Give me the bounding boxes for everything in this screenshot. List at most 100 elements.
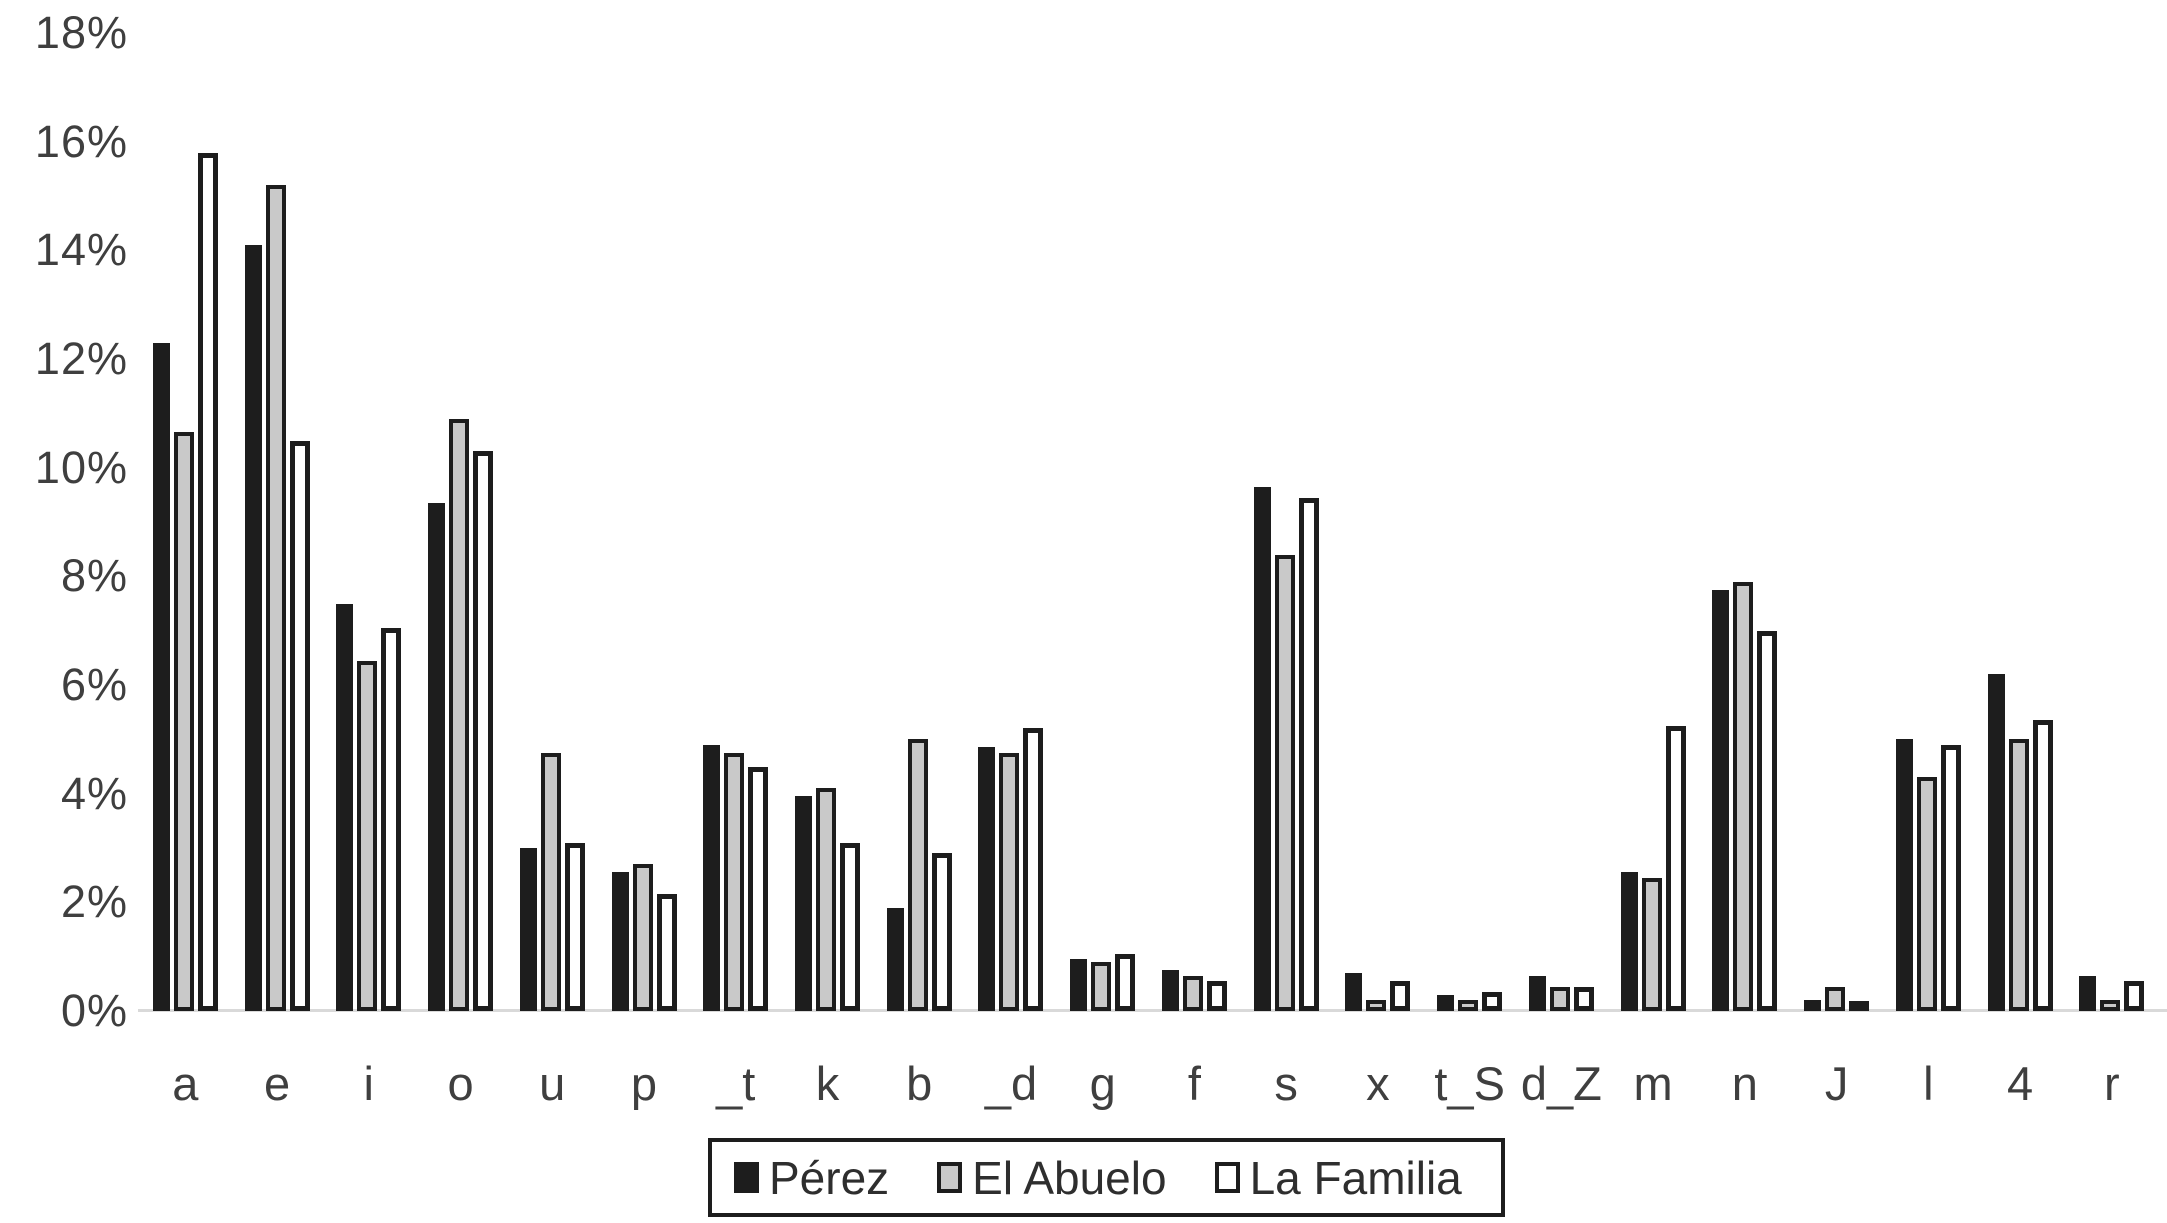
bar-e-0 — [244, 245, 262, 1011]
bar-group-_t — [703, 745, 769, 1011]
bar-r-1 — [2100, 1000, 2121, 1011]
bar-_t-2 — [748, 767, 769, 1011]
bar-o-1 — [449, 419, 470, 1011]
y-tick-label: 2% — [60, 876, 128, 928]
bar-k-1 — [815, 788, 836, 1011]
bar-g-1 — [1091, 962, 1112, 1011]
bar-s-2 — [1298, 498, 1319, 1011]
x-axis-line — [138, 1009, 2167, 1012]
bar-u-0 — [519, 848, 537, 1011]
bar-u-1 — [540, 753, 561, 1011]
x-category-label: u — [539, 1057, 566, 1110]
x-category-label: r — [2104, 1057, 2120, 1110]
bar-i-2 — [381, 628, 402, 1011]
y-tick-label: 4% — [60, 767, 128, 819]
bar-d_Z-1 — [1549, 987, 1570, 1011]
bar-i-0 — [336, 604, 354, 1011]
bar-group-b — [886, 739, 952, 1011]
bar-a-0 — [152, 343, 170, 1011]
bar-f-1 — [1182, 976, 1203, 1011]
bar-J-1 — [1825, 987, 1846, 1011]
legend-swatch-la-familia — [1214, 1162, 1240, 1193]
bar-group-e — [244, 185, 310, 1011]
legend-item-el-abuelo: El Abuelo — [937, 1151, 1167, 1205]
bar-group-4 — [1987, 674, 2053, 1011]
x-category-label: b — [906, 1057, 933, 1110]
bar-o-0 — [428, 503, 446, 1011]
bar-l-0 — [1895, 739, 1913, 1011]
legend-label-la-familia: La Familia — [1249, 1151, 1462, 1204]
bar-l-1 — [1916, 777, 1937, 1011]
x-category-label: m — [1633, 1057, 1673, 1110]
bar-group-n — [1712, 582, 1778, 1011]
x-category-label: a — [172, 1057, 199, 1110]
x-category-label: _t — [716, 1057, 756, 1110]
bar-b-2 — [931, 853, 952, 1011]
bar-group-l — [1895, 739, 1961, 1011]
bar-f-2 — [1206, 981, 1227, 1011]
bar-_t-1 — [724, 753, 745, 1011]
y-tick-label: 14% — [34, 224, 128, 276]
legend-item-perez: Pérez — [734, 1151, 889, 1205]
bar-b-0 — [886, 908, 904, 1011]
bar-k-0 — [794, 796, 812, 1011]
x-category-label: p — [630, 1057, 658, 1110]
y-tick-label: 6% — [60, 659, 128, 711]
bar-m-2 — [1665, 726, 1686, 1011]
bar-m-0 — [1620, 872, 1638, 1011]
bar-group-r — [2079, 976, 2145, 1011]
y-tick-label: 10% — [34, 441, 128, 493]
bar-group-d_Z — [1528, 976, 1594, 1011]
bar-f-0 — [1161, 970, 1179, 1011]
bar-d_Z-0 — [1528, 976, 1546, 1011]
legend-item-la-familia: La Familia — [1214, 1151, 1462, 1205]
bar-a-1 — [173, 432, 194, 1011]
bar-4-2 — [2032, 720, 2053, 1011]
y-tick-label: 16% — [34, 115, 128, 167]
x-category-label: d_Z — [1520, 1057, 1602, 1110]
x-category-label: x — [1366, 1057, 1390, 1110]
y-tick-label: 18% — [34, 7, 128, 59]
x-category-label: e — [263, 1057, 291, 1110]
bar-4-0 — [1987, 674, 2005, 1011]
bar-group-g — [1070, 954, 1136, 1011]
x-category-label: f — [1187, 1057, 1201, 1110]
x-category-label: n — [1731, 1057, 1758, 1110]
bar-group-_d — [978, 728, 1044, 1011]
x-category-label: l — [1923, 1057, 1934, 1110]
bar-i-1 — [357, 661, 378, 1011]
bar-x-1 — [1366, 1000, 1387, 1011]
bar-k-2 — [839, 843, 860, 1011]
bar-group-m — [1620, 726, 1686, 1011]
bar-J-0 — [1804, 1000, 1822, 1011]
bar-p-1 — [632, 864, 653, 1011]
legend: Pérez El Abuelo La Familia — [708, 1138, 1505, 1217]
bar-n-0 — [1712, 590, 1730, 1011]
bar-group-f — [1161, 970, 1227, 1011]
bar-n-1 — [1733, 582, 1754, 1011]
bar-group-u — [519, 753, 585, 1011]
bar-group-o — [428, 419, 494, 1011]
x-category-label: g — [1089, 1057, 1116, 1110]
legend-label-el-abuelo: El Abuelo — [972, 1151, 1167, 1204]
bar-a-2 — [197, 153, 218, 1011]
bar-p-2 — [656, 894, 677, 1011]
bar-group-J — [1804, 987, 1870, 1011]
bar-t_S-0 — [1437, 995, 1455, 1011]
bar-d_Z-2 — [1573, 987, 1594, 1011]
x-category-label: _d — [984, 1057, 1038, 1110]
bar-group-t_S — [1437, 992, 1503, 1011]
bar-x-2 — [1390, 981, 1411, 1011]
bar-l-2 — [1940, 745, 1961, 1011]
bar-b-1 — [907, 739, 928, 1011]
legend-swatch-perez — [734, 1162, 759, 1193]
x-category-label: i — [363, 1057, 374, 1110]
bar-e-1 — [265, 185, 286, 1011]
bar-group-k — [794, 788, 860, 1011]
x-category-label: J — [1824, 1057, 1849, 1110]
bar-t_S-1 — [1458, 1000, 1479, 1011]
bar-g-0 — [1070, 959, 1088, 1011]
bar-s-1 — [1274, 555, 1295, 1011]
x-category-label: t_S — [1434, 1057, 1505, 1110]
